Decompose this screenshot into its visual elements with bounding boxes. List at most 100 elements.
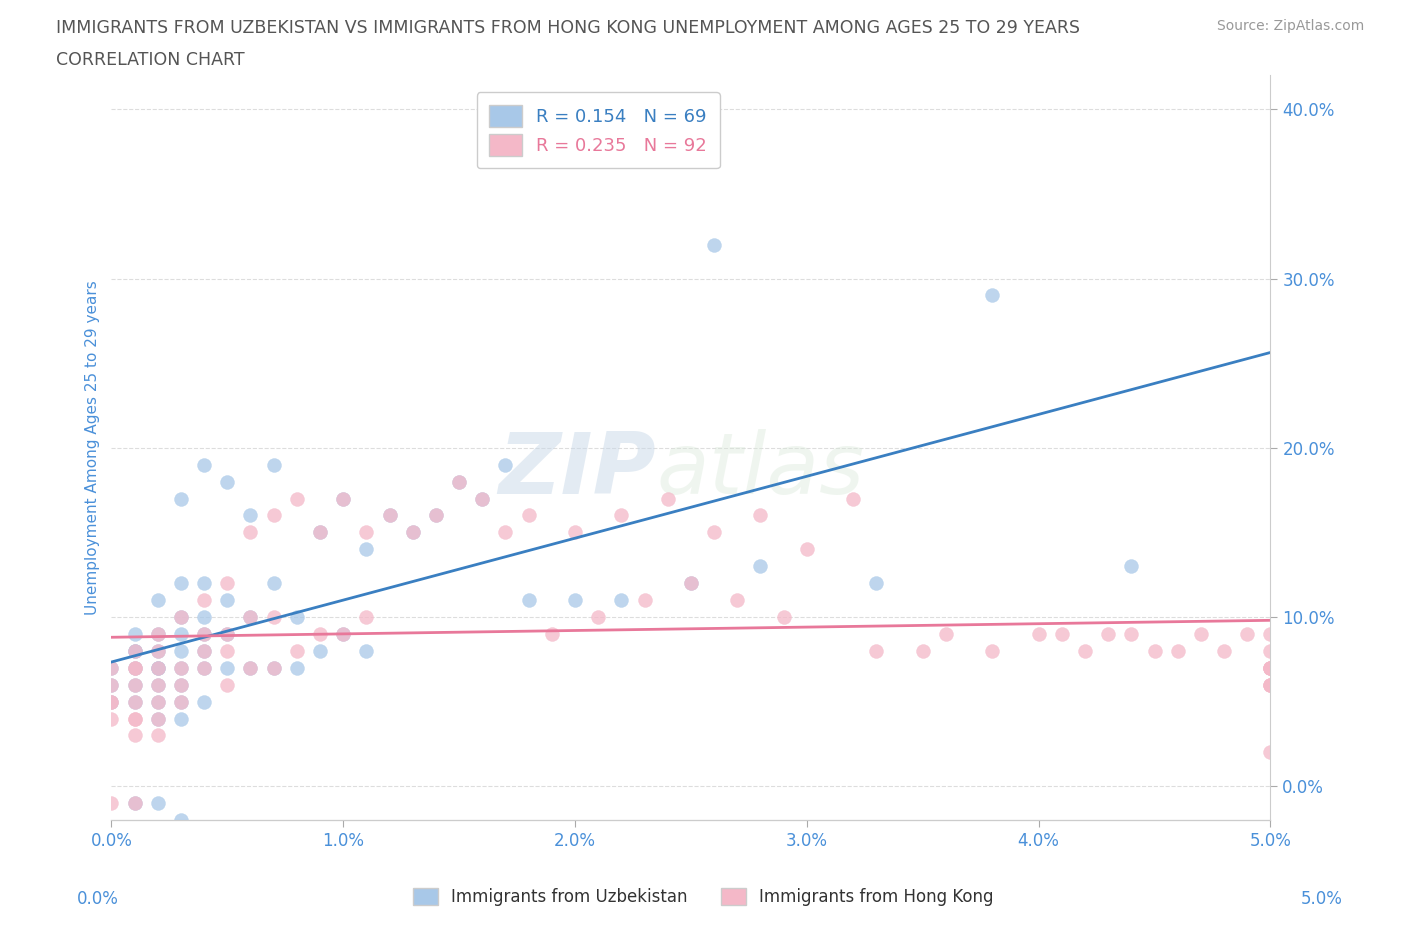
Point — [610, 592, 633, 607]
Point — [217, 660, 239, 675]
Point — [402, 525, 425, 539]
Point — [1260, 660, 1282, 675]
Point — [239, 609, 262, 624]
Point — [124, 694, 146, 709]
Point — [1260, 660, 1282, 675]
Point — [100, 660, 122, 675]
Point — [1213, 644, 1236, 658]
Point — [217, 592, 239, 607]
Point — [425, 508, 447, 523]
Point — [796, 542, 818, 557]
Point — [100, 694, 122, 709]
Point — [146, 796, 169, 811]
Point — [193, 627, 215, 642]
Point — [146, 728, 169, 743]
Point — [100, 677, 122, 692]
Point — [100, 694, 122, 709]
Point — [749, 559, 772, 574]
Text: CORRELATION CHART: CORRELATION CHART — [56, 51, 245, 69]
Point — [263, 609, 285, 624]
Point — [449, 474, 471, 489]
Point — [124, 796, 146, 811]
Point — [100, 694, 122, 709]
Point — [865, 644, 887, 658]
Point — [217, 644, 239, 658]
Point — [332, 491, 354, 506]
Point — [146, 660, 169, 675]
Point — [309, 525, 332, 539]
Point — [540, 627, 562, 642]
Point — [356, 525, 378, 539]
Point — [633, 592, 655, 607]
Point — [285, 491, 308, 506]
Point — [146, 660, 169, 675]
Point — [356, 542, 378, 557]
Point — [193, 660, 215, 675]
Point — [170, 694, 193, 709]
Point — [1050, 627, 1073, 642]
Point — [124, 796, 146, 811]
Point — [263, 508, 285, 523]
Point — [124, 644, 146, 658]
Point — [217, 677, 239, 692]
Point — [170, 694, 193, 709]
Point — [124, 711, 146, 726]
Point — [402, 525, 425, 539]
Point — [378, 508, 401, 523]
Point — [239, 508, 262, 523]
Point — [170, 644, 193, 658]
Point — [309, 644, 332, 658]
Text: IMMIGRANTS FROM UZBEKISTAN VS IMMIGRANTS FROM HONG KONG UNEMPLOYMENT AMONG AGES : IMMIGRANTS FROM UZBEKISTAN VS IMMIGRANTS… — [56, 19, 1080, 36]
Point — [100, 796, 122, 811]
Point — [193, 644, 215, 658]
Point — [1260, 677, 1282, 692]
Point — [193, 660, 215, 675]
Point — [911, 644, 934, 658]
Point — [146, 592, 169, 607]
Point — [332, 491, 354, 506]
Point — [193, 592, 215, 607]
Point — [193, 576, 215, 591]
Point — [495, 458, 517, 472]
Point — [193, 627, 215, 642]
Point — [749, 508, 772, 523]
Point — [1260, 677, 1282, 692]
Point — [124, 660, 146, 675]
Point — [586, 609, 609, 624]
Legend: Immigrants from Uzbekistan, Immigrants from Hong Kong: Immigrants from Uzbekistan, Immigrants f… — [406, 881, 1000, 912]
Point — [239, 609, 262, 624]
Point — [146, 627, 169, 642]
Point — [1260, 644, 1282, 658]
Text: atlas: atlas — [657, 429, 865, 512]
Point — [332, 627, 354, 642]
Point — [170, 660, 193, 675]
Point — [1260, 660, 1282, 675]
Point — [309, 627, 332, 642]
Point — [193, 458, 215, 472]
Point — [1260, 677, 1282, 692]
Point — [170, 677, 193, 692]
Point — [146, 677, 169, 692]
Point — [263, 576, 285, 591]
Y-axis label: Unemployment Among Ages 25 to 29 years: Unemployment Among Ages 25 to 29 years — [86, 281, 100, 615]
Point — [124, 627, 146, 642]
Legend: R = 0.154   N = 69, R = 0.235   N = 92: R = 0.154 N = 69, R = 0.235 N = 92 — [477, 92, 720, 168]
Point — [146, 660, 169, 675]
Point — [1236, 627, 1258, 642]
Point — [100, 711, 122, 726]
Point — [170, 627, 193, 642]
Point — [170, 609, 193, 624]
Point — [124, 677, 146, 692]
Point — [239, 660, 262, 675]
Point — [124, 711, 146, 726]
Point — [170, 813, 193, 828]
Point — [239, 525, 262, 539]
Text: Source: ZipAtlas.com: Source: ZipAtlas.com — [1216, 19, 1364, 33]
Point — [146, 627, 169, 642]
Point — [981, 288, 1004, 303]
Point — [610, 508, 633, 523]
Point — [170, 609, 193, 624]
Point — [170, 491, 193, 506]
Point — [263, 458, 285, 472]
Point — [217, 576, 239, 591]
